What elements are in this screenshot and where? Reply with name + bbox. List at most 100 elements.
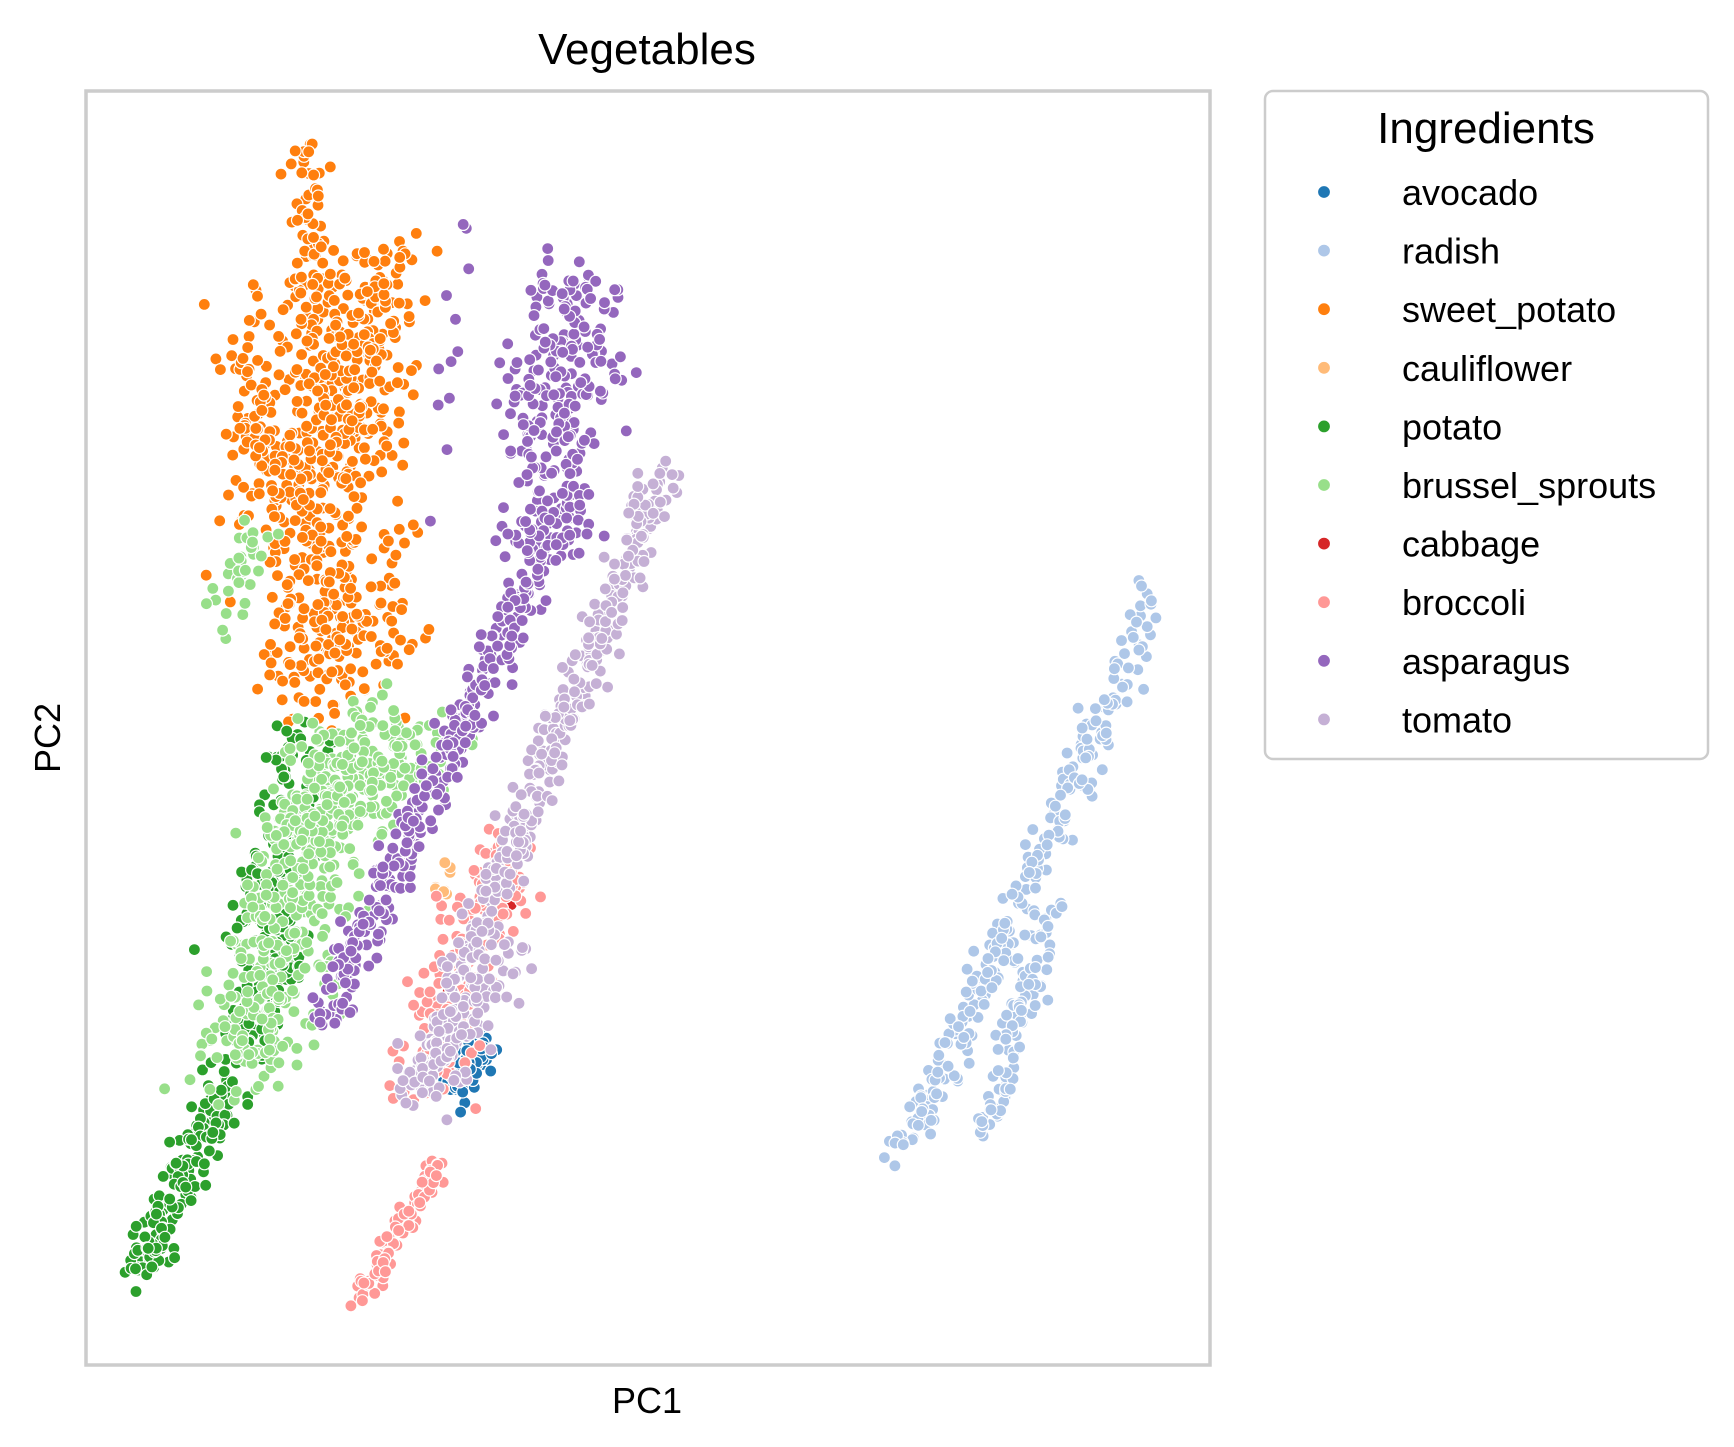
data-point-sweet_potato xyxy=(302,444,317,458)
legend-label-potato: potato xyxy=(1402,406,1502,447)
data-point-brussel_sprouts xyxy=(212,1097,226,1112)
y-axis-label: PC2 xyxy=(27,703,68,773)
data-point-asparagus xyxy=(520,468,534,482)
data-point-brussel_sprouts xyxy=(286,984,300,998)
data-point-asparagus xyxy=(468,708,482,722)
data-point-brussel_sprouts xyxy=(295,739,309,754)
data-point-sweet_potato xyxy=(393,250,407,264)
data-point-tomato xyxy=(653,466,667,480)
data-point-radish xyxy=(967,944,981,958)
data-point-asparagus xyxy=(379,893,393,907)
legend-marker-broccoli xyxy=(1316,595,1332,610)
data-point-sweet_potato xyxy=(341,509,355,523)
legend-label-brussel_sprouts: brussel_sprouts xyxy=(1402,465,1656,506)
data-point-radish xyxy=(1034,930,1048,944)
data-point-sweet_potato xyxy=(250,289,265,303)
data-point-radish xyxy=(1097,693,1111,707)
legend-marker-radish xyxy=(1316,243,1332,258)
data-point-asparagus xyxy=(527,309,541,323)
data-point-brussel_sprouts xyxy=(279,943,293,958)
x-axis-label: PC1 xyxy=(612,1380,682,1421)
data-point-asparagus xyxy=(459,719,473,733)
data-point-asparagus xyxy=(619,424,633,438)
data-point-tomato xyxy=(484,1043,498,1057)
data-point-radish xyxy=(1018,837,1033,852)
data-point-tomato xyxy=(500,990,514,1004)
data-point-sweet_potato xyxy=(397,436,411,450)
data-point-asparagus xyxy=(559,511,574,525)
data-point-sweet_potato xyxy=(327,243,341,257)
data-point-radish xyxy=(1026,822,1040,837)
data-point-radish xyxy=(1079,751,1093,765)
data-point-broccoli xyxy=(436,932,450,946)
data-point-brussel_sprouts xyxy=(272,1056,286,1070)
data-point-radish xyxy=(1040,963,1054,977)
data-point-sweet_potato xyxy=(302,377,316,391)
data-point-asparagus xyxy=(518,514,533,529)
data-point-tomato xyxy=(621,549,636,563)
data-point-sweet_potato xyxy=(338,678,352,692)
data-point-tomato xyxy=(443,1004,457,1019)
data-point-brussel_sprouts xyxy=(257,1069,271,1083)
legend-title: Ingredients xyxy=(1377,104,1595,153)
data-point-tomato xyxy=(633,571,647,585)
data-point-brussel_sprouts xyxy=(255,1012,269,1026)
data-point-asparagus xyxy=(462,262,476,276)
data-point-brussel_sprouts xyxy=(399,726,413,740)
data-point-radish xyxy=(924,1113,938,1128)
data-point-brussel_sprouts xyxy=(300,792,314,806)
chart-title: Vegetables xyxy=(538,25,756,74)
data-point-sweet_potato xyxy=(396,458,410,472)
data-point-asparagus xyxy=(523,502,538,516)
data-point-sweet_potato xyxy=(246,278,260,292)
data-point-brussel_sprouts xyxy=(192,998,206,1012)
data-point-tomato xyxy=(470,935,484,949)
data-point-tomato xyxy=(532,766,546,780)
data-point-asparagus xyxy=(597,529,611,543)
data-point-asparagus xyxy=(541,242,555,256)
data-point-sweet_potato xyxy=(357,328,371,342)
data-point-sweet_potato xyxy=(327,293,341,307)
legend-marker-cauliflower xyxy=(1316,360,1332,375)
data-point-asparagus xyxy=(419,778,433,793)
data-point-asparagus xyxy=(439,288,454,303)
data-point-radish xyxy=(914,1091,928,1105)
data-point-tomato xyxy=(517,807,531,821)
data-point-sweet_potato xyxy=(266,484,280,498)
data-point-asparagus xyxy=(306,991,320,1005)
data-point-asparagus xyxy=(431,803,446,817)
data-point-tomato xyxy=(488,808,502,823)
data-point-tomato xyxy=(429,1089,443,1104)
data-point-asparagus xyxy=(490,397,504,411)
data-point-brussel_sprouts xyxy=(323,890,338,904)
data-point-sweet_potato xyxy=(323,438,337,452)
data-point-brussel_sprouts xyxy=(388,724,402,738)
data-point-sweet_potato xyxy=(364,580,378,594)
data-point-brussel_sprouts xyxy=(379,794,393,808)
data-point-radish xyxy=(877,1150,892,1165)
data-point-brussel_sprouts xyxy=(276,1039,290,1053)
data-point-sweet_potato xyxy=(384,316,398,331)
data-point-radish xyxy=(932,1048,946,1062)
data-point-broccoli xyxy=(415,1175,429,1189)
data-point-radish xyxy=(965,974,979,988)
data-point-potato xyxy=(184,1193,198,1208)
data-point-sweet_potato xyxy=(406,518,420,532)
data-point-brussel_sprouts xyxy=(238,596,252,610)
data-point-sweet_potato xyxy=(418,294,432,308)
data-point-asparagus xyxy=(344,944,358,958)
data-point-tomato xyxy=(391,1061,405,1076)
data-point-asparagus xyxy=(542,513,556,527)
data-point-asparagus xyxy=(577,320,591,334)
data-point-radish xyxy=(960,962,974,976)
data-point-asparagus xyxy=(549,553,563,568)
data-point-sweet_potato xyxy=(237,480,251,494)
data-point-sweet_potato xyxy=(402,309,416,324)
data-point-sweet_potato xyxy=(397,536,412,550)
data-point-brussel_sprouts xyxy=(237,513,252,527)
data-point-asparagus xyxy=(372,839,386,853)
data-point-sweet_potato xyxy=(311,597,325,612)
data-point-radish xyxy=(1012,1040,1027,1054)
data-point-sweet_potato xyxy=(315,454,329,468)
data-point-brussel_sprouts xyxy=(218,1020,232,1034)
